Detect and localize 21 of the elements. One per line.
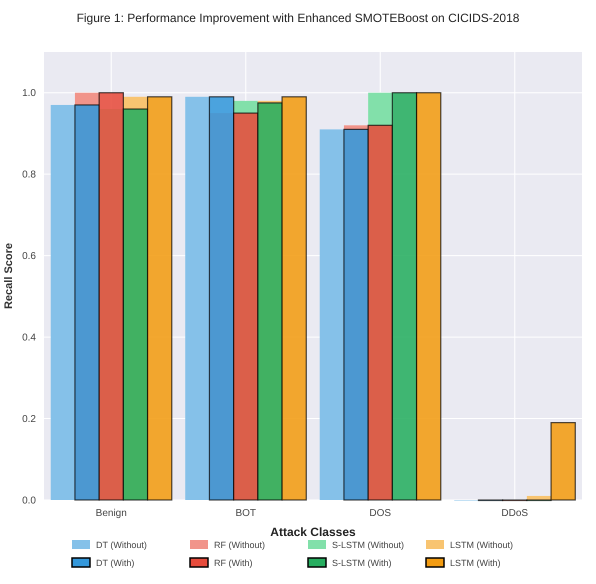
x-tick-label: DDoS bbox=[501, 508, 528, 519]
legend-label: RF (With) bbox=[214, 558, 252, 568]
y-tick-label: 0.2 bbox=[22, 414, 36, 426]
x-axis-title: Attack Classes bbox=[270, 525, 356, 539]
y-tick-label: 0.6 bbox=[22, 251, 36, 262]
y-tick-label: 0.4 bbox=[22, 332, 36, 344]
chart-title: Figure 1: Performance Improvement with Enhanced SMOTEBoost on CICIDS-2018 bbox=[76, 11, 520, 25]
y-tick-label: 0.8 bbox=[22, 170, 36, 181]
legend-label: S-LSTM (With) bbox=[332, 558, 392, 568]
legend-label: DT (With) bbox=[96, 558, 134, 568]
legend-label: RF (Without) bbox=[214, 540, 266, 550]
legend-label: DT (Without) bbox=[96, 540, 147, 550]
legend-label: LSTM (Without) bbox=[450, 540, 514, 550]
y-axis-title: Recall Score bbox=[3, 242, 15, 310]
x-tick-label: BOT bbox=[235, 508, 256, 519]
y-tick-label: 0.0 bbox=[22, 496, 36, 506]
y-tick-label: 1.0 bbox=[22, 88, 36, 100]
legend-label: LSTM (With) bbox=[450, 558, 500, 568]
legend-label: S-LSTM (Without) bbox=[332, 540, 404, 550]
x-tick-label: Benign bbox=[96, 508, 127, 519]
x-tick-label: DOS bbox=[369, 508, 392, 519]
